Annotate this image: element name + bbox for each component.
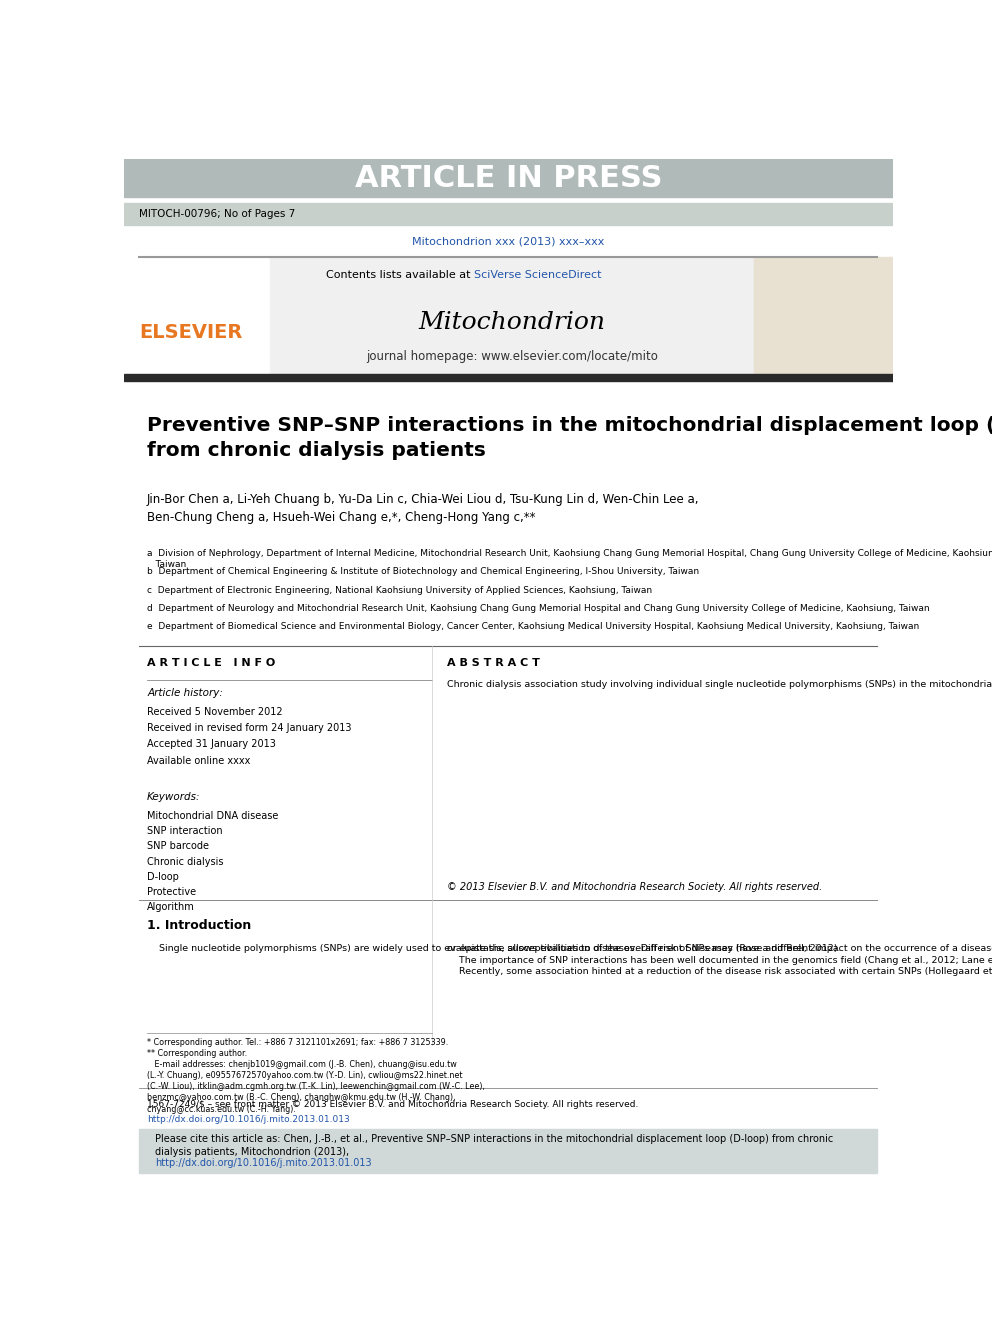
- Text: Chronic dialysis: Chronic dialysis: [147, 856, 223, 867]
- Text: ARTICLE IN PRESS: ARTICLE IN PRESS: [355, 164, 662, 193]
- Text: MITOCH-00796; No of Pages 7: MITOCH-00796; No of Pages 7: [139, 209, 296, 218]
- Text: Protective: Protective: [147, 888, 196, 897]
- Text: A R T I C L E   I N F O: A R T I C L E I N F O: [147, 658, 276, 668]
- Bar: [755, 257, 893, 373]
- Text: SNP interaction: SNP interaction: [147, 826, 222, 836]
- Text: http://dx.doi.org/10.1016/j.mito.2013.01.013: http://dx.doi.org/10.1016/j.mito.2013.01…: [147, 1115, 350, 1125]
- Bar: [270, 257, 754, 373]
- Text: ELSEVIER: ELSEVIER: [139, 323, 243, 343]
- Text: * Corresponding author. Tel.: +886 7 3121101x2691; fax: +886 7 3125339.
** Corre: * Corresponding author. Tel.: +886 7 312…: [147, 1039, 485, 1114]
- Text: Jin-Bor Chen a, Li-Yeh Chuang b, Yu-Da Lin c, Chia-Wei Liou d, Tsu-Kung Lin d, W: Jin-Bor Chen a, Li-Yeh Chuang b, Yu-Da L…: [147, 493, 699, 524]
- Text: 1. Introduction: 1. Introduction: [147, 918, 251, 931]
- Text: d  Department of Neurology and Mitochondrial Research Unit, Kaohsiung Chang Gung: d Department of Neurology and Mitochondr…: [147, 603, 930, 613]
- Text: Received in revised form 24 January 2013: Received in revised form 24 January 2013: [147, 724, 351, 733]
- Text: Preventive SNP–SNP interactions in the mitochondrial displacement loop (D-loop)
: Preventive SNP–SNP interactions in the m…: [147, 417, 992, 460]
- Text: Available online xxxx: Available online xxxx: [147, 755, 250, 766]
- Text: © 2013 Elsevier B.V. and Mitochondria Research Society. All rights reserved.: © 2013 Elsevier B.V. and Mitochondria Re…: [446, 882, 822, 892]
- Text: 1567-7249/$ – see front matter © 2013 Elsevier B.V. and Mitochondria Research So: 1567-7249/$ – see front matter © 2013 El…: [147, 1099, 639, 1109]
- Text: A B S T R A C T: A B S T R A C T: [446, 658, 540, 668]
- Text: or epistasis, allows evaluation of the overall risk of diseases (Rose and Bell, : or epistasis, allows evaluation of the o…: [446, 945, 992, 976]
- Text: Algorithm: Algorithm: [147, 902, 194, 913]
- Bar: [139, 1129, 877, 1174]
- Text: Chronic dialysis association study involving individual single nucleotide polymo: Chronic dialysis association study invol…: [446, 680, 992, 689]
- Text: D-loop: D-loop: [147, 872, 179, 882]
- Text: Mitochondrion: Mitochondrion: [419, 311, 606, 335]
- Text: Received 5 November 2012: Received 5 November 2012: [147, 706, 283, 717]
- Text: http://dx.doi.org/10.1016/j.mito.2013.01.013: http://dx.doi.org/10.1016/j.mito.2013.01…: [155, 1158, 371, 1168]
- Text: journal homepage: www.elsevier.com/locate/mito: journal homepage: www.elsevier.com/locat…: [366, 349, 658, 363]
- Bar: [132, 257, 270, 373]
- Text: Article history:: Article history:: [147, 688, 223, 699]
- Bar: [124, 373, 893, 381]
- Bar: [124, 202, 893, 225]
- Text: Single nucleotide polymorphisms (SNPs) are widely used to evaluate the susceptib: Single nucleotide polymorphisms (SNPs) a…: [147, 945, 992, 953]
- Text: SciVerse ScienceDirect: SciVerse ScienceDirect: [474, 270, 601, 280]
- Text: Please cite this article as: Chen, J.-B., et al., Preventive SNP–SNP interaction: Please cite this article as: Chen, J.-B.…: [155, 1134, 833, 1156]
- Text: c  Department of Electronic Engineering, National Kaohsiung University of Applie: c Department of Electronic Engineering, …: [147, 586, 652, 594]
- Bar: [124, 159, 893, 197]
- Text: Contents lists available at: Contents lists available at: [325, 270, 474, 280]
- Text: Keywords:: Keywords:: [147, 792, 200, 802]
- Text: Accepted 31 January 2013: Accepted 31 January 2013: [147, 740, 276, 749]
- Text: Mitochondrial DNA disease: Mitochondrial DNA disease: [147, 811, 279, 820]
- Text: a  Division of Nephrology, Department of Internal Medicine, Mitochondrial Resear: a Division of Nephrology, Department of …: [147, 549, 992, 569]
- Text: e  Department of Biomedical Science and Environmental Biology, Cancer Center, Ka: e Department of Biomedical Science and E…: [147, 622, 920, 631]
- Text: b  Department of Chemical Engineering & Institute of Biotechnology and Chemical : b Department of Chemical Engineering & I…: [147, 568, 699, 577]
- Text: SNP barcode: SNP barcode: [147, 841, 209, 851]
- Text: Mitochondrion xxx (2013) xxx–xxx: Mitochondrion xxx (2013) xxx–xxx: [413, 237, 604, 246]
